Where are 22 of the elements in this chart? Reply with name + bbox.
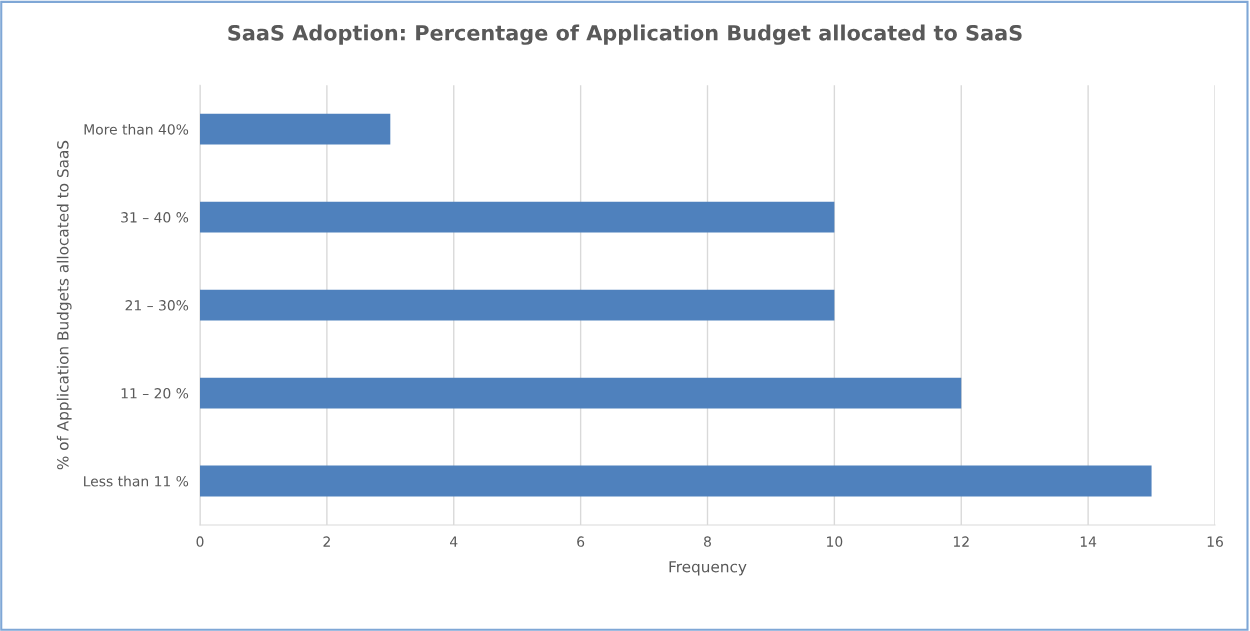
y-tick-label: 21 – 30%: [125, 300, 189, 311]
bar: [200, 113, 391, 145]
x-tick-label: 0: [196, 536, 204, 547]
x-tick-label: 12: [953, 536, 969, 547]
chart-title: SaaS Adoption: Percentage of Application Budget allocated to SaaS: [228, 24, 1022, 45]
bar: [200, 289, 835, 321]
bar: [200, 465, 1152, 497]
y-tick-label: More than 40%: [84, 123, 189, 135]
x-tick-label: 6: [577, 536, 585, 547]
x-tick-label: 16: [1207, 536, 1223, 547]
y-axis-title: % of Application Budgets allocated to SaaS: [56, 140, 72, 470]
y-tick-label: 31 – 40 %: [121, 212, 189, 223]
y-tick-label: 11 – 20 %: [121, 388, 189, 399]
bar: [200, 201, 835, 233]
y-tick-label: Less than 11 %: [84, 475, 189, 487]
x-tick-label: 2: [323, 536, 330, 547]
x-tick-label: 14: [1080, 536, 1097, 547]
x-tick-label: 8: [704, 536, 711, 547]
bar: [200, 377, 962, 409]
x-axis-title: Frequency: [669, 561, 747, 576]
x-tick-label: 10: [827, 536, 843, 547]
x-tick-label: 4: [450, 536, 458, 547]
